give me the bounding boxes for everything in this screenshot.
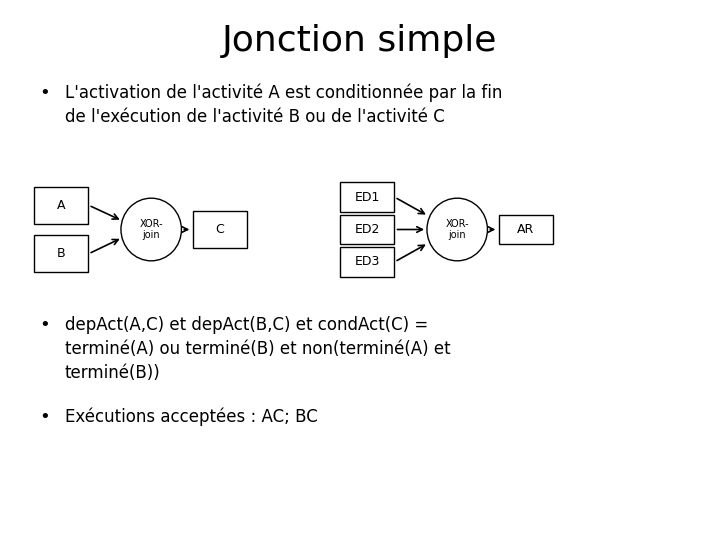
FancyBboxPatch shape [498, 214, 553, 244]
Text: •: • [40, 84, 50, 102]
Text: •: • [40, 408, 50, 426]
Text: L'activation de l'activité A est conditionnée par la fin
de l'exécution de l'act: L'activation de l'activité A est conditi… [65, 84, 502, 126]
Text: AR: AR [517, 223, 534, 236]
Text: Jonction simple: Jonction simple [222, 24, 498, 58]
Text: •: • [40, 316, 50, 334]
Text: ED3: ED3 [354, 255, 380, 268]
FancyBboxPatch shape [341, 247, 395, 276]
FancyBboxPatch shape [35, 187, 89, 224]
Text: B: B [57, 247, 66, 260]
FancyBboxPatch shape [35, 235, 89, 272]
FancyBboxPatch shape [341, 214, 395, 244]
FancyBboxPatch shape [341, 182, 395, 212]
Ellipse shape [427, 198, 487, 261]
Text: XOR-
join: XOR- join [140, 219, 163, 240]
Text: ED2: ED2 [354, 223, 380, 236]
Text: depAct(A,C) et depAct(B,C) et condAct(C) =
terminé(A) ou terminé(B) et non(termi: depAct(A,C) et depAct(B,C) et condAct(C)… [65, 316, 451, 382]
Text: ED1: ED1 [354, 191, 380, 204]
FancyBboxPatch shape [193, 211, 246, 248]
Text: C: C [215, 223, 224, 236]
Ellipse shape [121, 198, 181, 261]
Text: XOR-
join: XOR- join [446, 219, 469, 240]
Text: A: A [57, 199, 66, 212]
Text: Exécutions acceptées : AC; BC: Exécutions acceptées : AC; BC [65, 408, 318, 426]
